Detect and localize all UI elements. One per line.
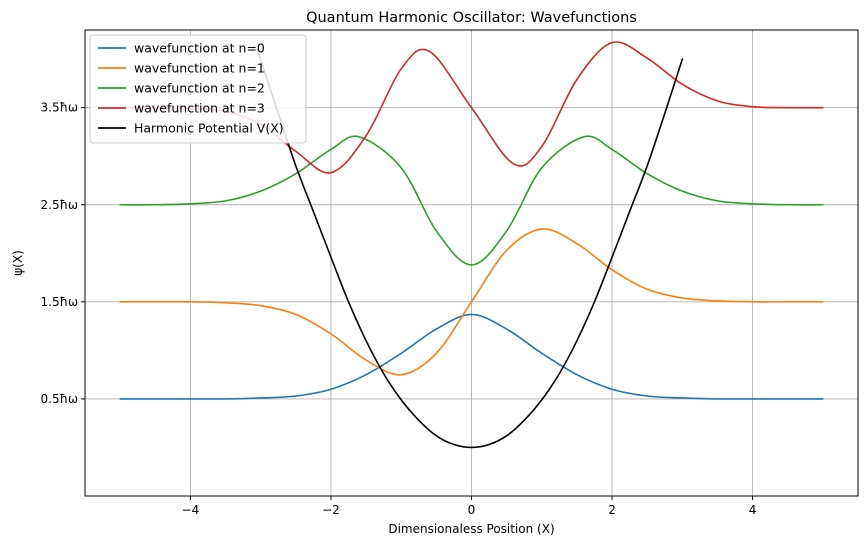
- series-line-2: [119, 135, 824, 266]
- series-line-4: [256, 48, 684, 449]
- y-axis-label: ψ(X): [11, 250, 25, 276]
- x-tick-label: −2: [322, 503, 340, 517]
- series-line-0: [119, 313, 824, 400]
- legend: wavefunction at n=0 wavefunction at n=1 wa…: [89, 34, 307, 144]
- chart-title: Quantum Harmonic Oscillator: Wavefunctio…: [306, 10, 637, 26]
- legend-label: wavefunction at n=2: [134, 81, 265, 96]
- series-lines: [119, 41, 824, 449]
- series-line-1: [119, 228, 824, 376]
- y-tick-label: 2.5ħω: [41, 198, 78, 212]
- y-tick-label: 0.5ħω: [41, 392, 78, 406]
- x-tick-label: −4: [182, 503, 200, 517]
- x-axis-label: Dimensionaless Position (X): [388, 522, 554, 536]
- legend-label: wavefunction at n=3: [134, 101, 265, 116]
- x-tick-label: 4: [749, 503, 757, 517]
- axis-ticks: −4 −2 0 2 4 0.5ħω 1.5ħω 2.5ħω 3.5ħω: [41, 101, 757, 517]
- y-tick-label: 3.5ħω: [41, 101, 78, 115]
- x-tick-label: 0: [468, 503, 476, 517]
- legend-box: [89, 34, 307, 144]
- legend-label: wavefunction at n=1: [134, 61, 265, 76]
- legend-label: Harmonic Potential V(X): [134, 121, 284, 136]
- legend-label: wavefunction at n=0: [134, 41, 265, 56]
- x-tick-label: 2: [608, 503, 616, 517]
- y-tick-label: 1.5ħω: [41, 295, 78, 309]
